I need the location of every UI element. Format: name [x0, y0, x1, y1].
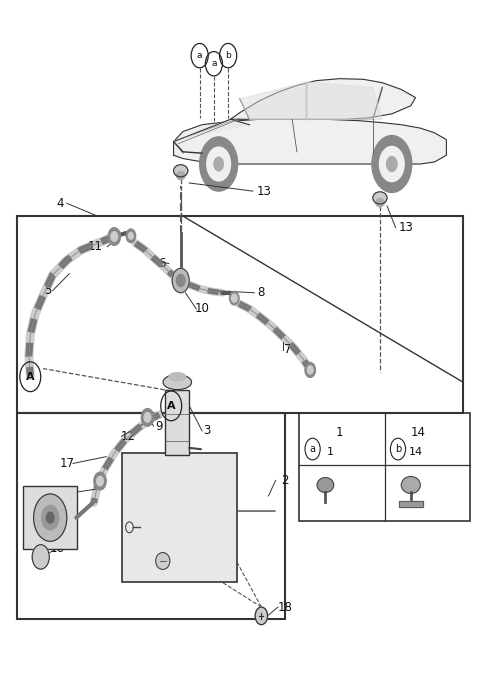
- Circle shape: [144, 413, 151, 422]
- Text: b: b: [225, 51, 231, 60]
- Circle shape: [94, 472, 106, 490]
- Bar: [399, 501, 423, 507]
- Circle shape: [255, 607, 267, 625]
- Text: 1: 1: [336, 426, 343, 439]
- Text: 16: 16: [50, 542, 65, 555]
- Circle shape: [96, 476, 103, 486]
- Text: 6: 6: [158, 257, 166, 270]
- Text: 18: 18: [277, 600, 292, 613]
- Bar: [17, 413, 285, 619]
- Text: A: A: [167, 401, 176, 411]
- Text: 7: 7: [284, 343, 291, 356]
- Circle shape: [214, 157, 223, 171]
- Text: 12: 12: [121, 430, 136, 443]
- Circle shape: [34, 494, 67, 542]
- Text: 13: 13: [257, 184, 272, 197]
- Circle shape: [172, 268, 189, 293]
- FancyBboxPatch shape: [23, 486, 77, 550]
- FancyBboxPatch shape: [122, 453, 237, 582]
- Text: 2: 2: [281, 474, 289, 487]
- Bar: [166, 390, 189, 455]
- Bar: [399, 501, 423, 507]
- Circle shape: [200, 137, 238, 191]
- Circle shape: [32, 545, 49, 569]
- Text: 10: 10: [194, 303, 209, 316]
- Circle shape: [141, 408, 154, 426]
- Polygon shape: [306, 82, 383, 120]
- Circle shape: [42, 505, 59, 530]
- Ellipse shape: [163, 375, 192, 389]
- Ellipse shape: [376, 199, 384, 207]
- Text: 20: 20: [192, 481, 207, 494]
- Text: 8: 8: [258, 286, 265, 299]
- Circle shape: [108, 227, 120, 245]
- Ellipse shape: [169, 373, 186, 381]
- Circle shape: [126, 229, 136, 242]
- Circle shape: [386, 156, 397, 171]
- Circle shape: [231, 294, 237, 302]
- Circle shape: [380, 146, 404, 182]
- Text: 14: 14: [410, 426, 425, 439]
- Ellipse shape: [373, 192, 387, 204]
- Ellipse shape: [177, 171, 185, 180]
- Text: 4: 4: [56, 197, 63, 210]
- Polygon shape: [174, 120, 446, 164]
- Text: 13: 13: [399, 221, 414, 234]
- Circle shape: [305, 363, 315, 378]
- Polygon shape: [174, 120, 250, 141]
- Text: 15: 15: [26, 526, 41, 539]
- Text: 5: 5: [44, 284, 51, 297]
- Text: 12: 12: [64, 486, 79, 499]
- Text: a: a: [211, 59, 216, 68]
- Polygon shape: [230, 79, 416, 120]
- Circle shape: [307, 366, 313, 374]
- Text: 9: 9: [156, 419, 163, 433]
- Circle shape: [207, 147, 230, 181]
- Text: 17: 17: [60, 457, 74, 470]
- Text: a: a: [310, 444, 315, 454]
- Bar: [300, 413, 470, 521]
- Text: 19: 19: [121, 519, 136, 532]
- Text: 1: 1: [327, 447, 334, 458]
- Bar: [17, 217, 463, 413]
- Polygon shape: [240, 82, 306, 120]
- Circle shape: [177, 275, 185, 287]
- Text: b: b: [395, 444, 401, 454]
- Text: 14: 14: [408, 447, 422, 458]
- Circle shape: [129, 232, 133, 239]
- Ellipse shape: [156, 553, 170, 570]
- Ellipse shape: [317, 477, 334, 492]
- Text: A: A: [26, 372, 35, 382]
- Circle shape: [47, 512, 54, 523]
- Text: a: a: [197, 51, 203, 60]
- Ellipse shape: [401, 477, 420, 493]
- Circle shape: [229, 292, 239, 305]
- Ellipse shape: [174, 165, 188, 177]
- Text: 11: 11: [88, 240, 103, 253]
- Circle shape: [372, 135, 412, 193]
- Text: 3: 3: [203, 424, 210, 437]
- Circle shape: [111, 232, 118, 241]
